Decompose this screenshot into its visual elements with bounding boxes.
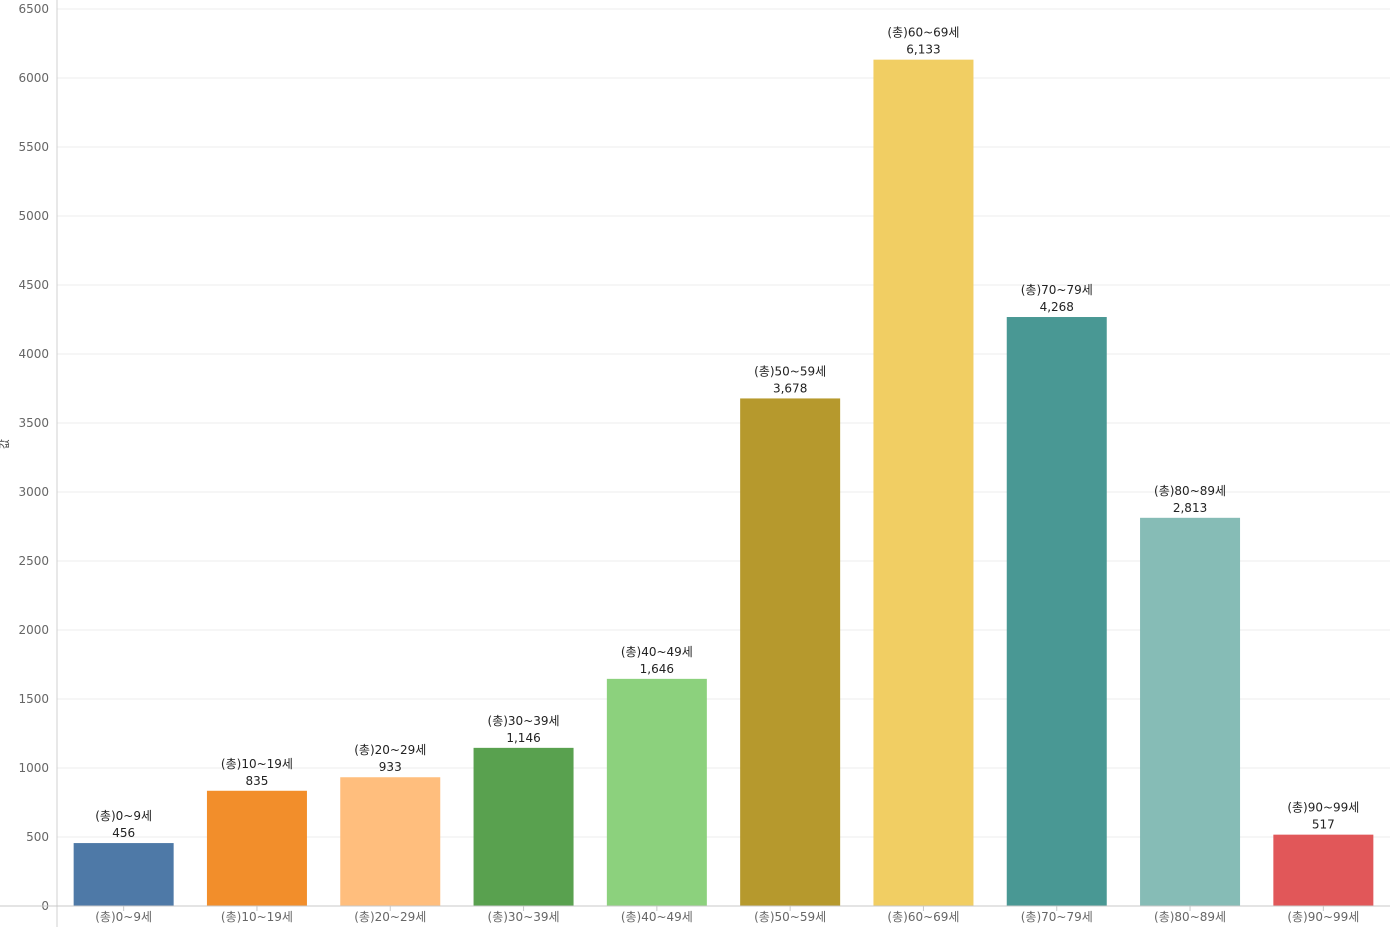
bar — [73, 843, 174, 906]
bar-category-label: (총)90~99세 — [1287, 801, 1359, 815]
y-tick-label: 1000 — [18, 761, 49, 775]
bar-value-label: 1,146 — [506, 731, 540, 745]
y-tick-label: 3000 — [18, 485, 49, 499]
y-tick-label: 2000 — [18, 623, 49, 637]
bar — [473, 747, 574, 906]
bar — [206, 790, 307, 906]
x-tick-label: (총)0~9세 — [95, 910, 152, 924]
y-tick-label: 500 — [26, 830, 49, 844]
x-tick-label: (총)80~89세 — [1154, 910, 1226, 924]
bar — [1006, 317, 1107, 906]
y-tick-label: 5500 — [18, 140, 49, 154]
bar-value-label: 3,678 — [773, 381, 807, 395]
bar-category-label: (총)10~19세 — [221, 757, 293, 771]
bar-value-label: 1,646 — [640, 662, 674, 676]
bar — [340, 777, 441, 906]
x-tick-label: (총)60~69세 — [887, 910, 959, 924]
grid-lines — [57, 8, 1390, 838]
bar-value-label: 933 — [379, 760, 402, 774]
x-tick-label: (총)10~19세 — [221, 910, 293, 924]
y-tick-label: 4500 — [18, 278, 49, 292]
y-tick-label: 5000 — [18, 209, 49, 223]
bar-category-label: (총)70~79세 — [1021, 283, 1093, 297]
bar-category-label: (총)60~69세 — [887, 26, 959, 40]
y-tick-label: 6000 — [18, 71, 49, 85]
x-tick-label: (총)50~59세 — [754, 910, 826, 924]
bars: (총)0~9세 456 (총)10~19세 835 (총)20~29세 933 (총)30~… — [73, 26, 1374, 907]
x-axis: (총)0~9세 (총)10~19세 (총)20~29세 (총)30~39세 (총)40~… — [0, 905, 1390, 924]
bar-value-label: 835 — [245, 774, 268, 788]
y-tick-label: 4000 — [18, 347, 49, 361]
x-tick-label: (총)90~99세 — [1287, 910, 1359, 924]
bar — [1140, 517, 1241, 906]
y-axis: 값 05001000150020002500300035004000450050… — [0, 0, 58, 927]
bar-category-label: (총)30~39세 — [488, 714, 560, 728]
y-tick-label: 6500 — [18, 2, 49, 16]
bar — [1273, 834, 1374, 906]
bar-category-label: (총)80~89세 — [1154, 484, 1226, 498]
x-tick-label: (총)40~49세 — [621, 910, 693, 924]
bar — [873, 59, 974, 907]
y-tick-label: 1500 — [18, 692, 49, 706]
bar-category-label: (총)20~29세 — [354, 743, 426, 757]
y-tick-label: 2500 — [18, 554, 49, 568]
bar-value-label: 4,268 — [1040, 300, 1074, 314]
bar-category-label: (총)50~59세 — [754, 364, 826, 378]
bar-value-label: 2,813 — [1173, 501, 1207, 515]
y-axis-title: 값 — [0, 439, 11, 449]
bar-value-label: 6,133 — [906, 43, 940, 57]
bar — [740, 398, 841, 906]
bar-category-label: (총)0~9세 — [95, 809, 152, 823]
x-tick-label: (총)20~29세 — [354, 910, 426, 924]
x-tick-label: (총)30~39세 — [488, 910, 560, 924]
bar-value-label: 456 — [112, 826, 135, 840]
y-tick-label: 3500 — [18, 416, 49, 430]
bar-category-label: (총)40~49세 — [621, 645, 693, 659]
x-tick-label: (총)70~79세 — [1021, 910, 1093, 924]
bar — [606, 678, 707, 906]
bar-value-label: 517 — [1312, 818, 1335, 832]
